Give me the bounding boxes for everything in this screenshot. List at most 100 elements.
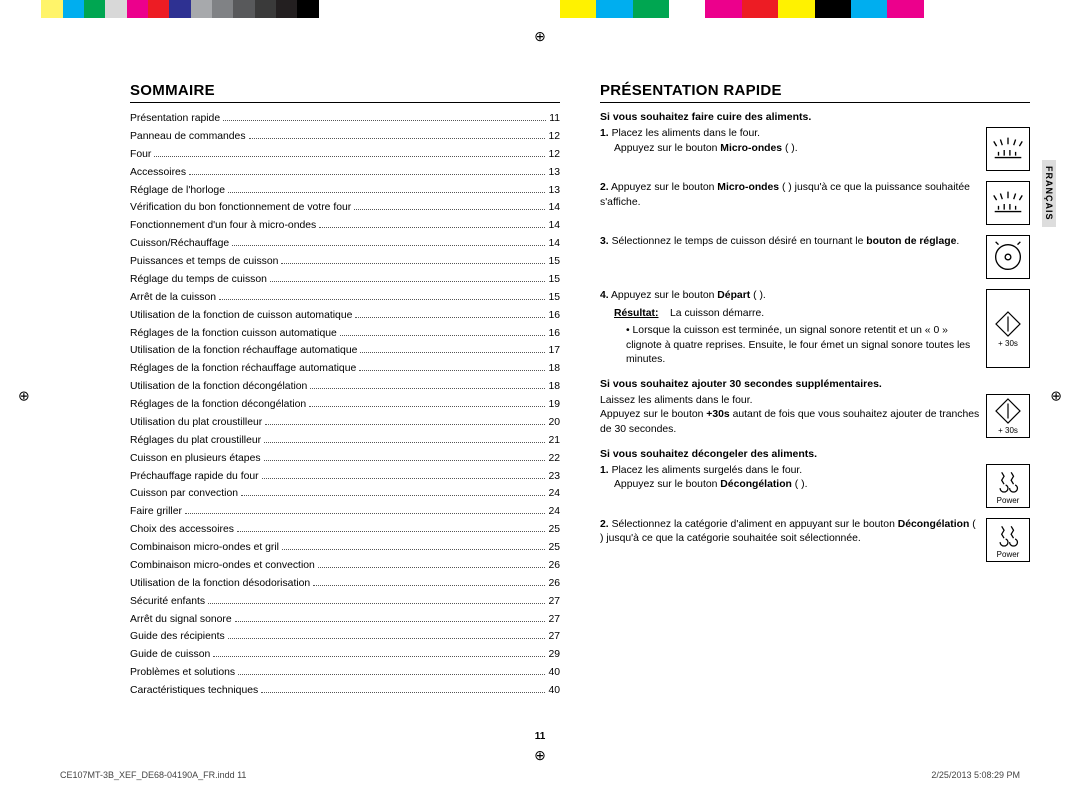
cook-step-4: 4. Appuyez sur le bouton Départ ( ). Rés…: [600, 289, 1030, 368]
color-swatch: [105, 0, 126, 18]
color-swatch: [705, 0, 741, 18]
color-swatch: [887, 0, 923, 18]
toc-label: Réglages du plat croustilleur: [130, 433, 261, 448]
toc-item: Sécurité enfants 27: [130, 594, 560, 609]
toc-leader: [354, 209, 545, 210]
step-text-bold: Décongélation: [898, 519, 970, 530]
toc-label: Cuisson/Réchauffage: [130, 236, 229, 251]
color-swatch: [778, 0, 814, 18]
color-swatch: [633, 0, 669, 18]
cook-step-3: 3. Sélectionnez le temps de cuisson dési…: [600, 235, 1030, 279]
toc-label: Réglage de l'horloge: [130, 183, 225, 198]
cook-step-2: 2. Appuyez sur le bouton Micro-ondes ( )…: [600, 181, 1030, 225]
toc-leader: [264, 442, 545, 443]
page-number: 11: [535, 731, 546, 742]
toc-item: Guide des récipients27: [130, 629, 560, 644]
toc-label: Choix des accessoires: [130, 522, 234, 537]
toc-label: Utilisation de la fonction décongélation: [130, 379, 307, 394]
toc-page: 27: [548, 612, 560, 627]
add30-line1: Laissez les aliments dans le four.: [600, 395, 752, 406]
step-text-pre: Appuyez sur le bouton: [611, 290, 717, 301]
toc-item: Réglage de l'horloge13: [130, 183, 560, 198]
step-text-post: .: [956, 236, 959, 247]
microwave-icon: [986, 127, 1030, 171]
step-text-pre: Sélectionnez la catégorie d'aliment en a…: [612, 519, 898, 530]
toc-item: Four 12: [130, 147, 560, 162]
defrost-icon: Power: [986, 518, 1030, 562]
toc-item: Réglages de la fonction réchauffage auto…: [130, 361, 560, 376]
toc-page: 20: [548, 415, 560, 430]
registration-mark-bottom: ⊕: [534, 747, 546, 764]
step-number: 2.: [600, 519, 609, 530]
toc-label: Vérification du bon fonctionnement de vo…: [130, 200, 351, 215]
toc-item: Choix des accessoires25: [130, 522, 560, 537]
color-swatch: [742, 0, 778, 18]
toc-page: 18: [548, 361, 560, 376]
toc-page: 22: [548, 451, 560, 466]
toc-list: Présentation rapide11Panneau de commande…: [130, 111, 560, 698]
toc-page: 25: [548, 540, 560, 555]
toc-leader: [208, 603, 545, 604]
toc-label: Réglage du temps de cuisson: [130, 272, 267, 287]
page-content: SOMMAIRE Présentation rapide11Panneau de…: [130, 82, 1030, 732]
toc-leader: [232, 245, 545, 246]
toc-item: Présentation rapide11: [130, 111, 560, 126]
right-column: PRÉSENTATION RAPIDE Si vous souhaitez fa…: [600, 82, 1030, 732]
toc-leader: [249, 138, 546, 139]
toc-page: 12: [548, 147, 560, 162]
toc-leader: [355, 317, 545, 318]
toc-label: Utilisation du plat croustilleur: [130, 415, 262, 430]
toc-label: Four: [130, 147, 151, 162]
toc-page: 21: [548, 433, 560, 448]
step-text-bold: Micro-ondes: [720, 143, 782, 154]
step-text-pre: Appuyez sur le bouton: [614, 479, 720, 490]
add30-line2-bold: +30s: [706, 409, 729, 420]
color-swatch: [41, 0, 62, 18]
toc-label: Guide de cuisson: [130, 647, 210, 662]
toc-leader: [309, 406, 545, 407]
toc-item: Combinaison micro-ondes et convection26: [130, 558, 560, 573]
step-text-bold: Décongélation: [720, 479, 792, 490]
color-swatch: [276, 0, 297, 18]
sommaire-heading: SOMMAIRE: [130, 82, 560, 103]
toc-leader: [228, 192, 545, 193]
color-swatch: [212, 0, 233, 18]
step-text-line: Placez les aliments dans le four.: [612, 128, 760, 139]
color-swatch: [924, 0, 960, 18]
start-icon-label: + 30s: [998, 339, 1018, 348]
toc-label: Cuisson en plusieurs étapes: [130, 451, 261, 466]
start-icon-label: + 30s: [998, 426, 1018, 435]
result-bullets: Lorsque la cuisson est terminée, un sign…: [626, 324, 980, 368]
toc-item: Puissances et temps de cuisson15: [130, 254, 560, 269]
toc-leader: [237, 531, 545, 532]
color-swatch: [851, 0, 887, 18]
toc-label: Arrêt du signal sonore: [130, 612, 232, 627]
toc-label: Réglages de la fonction décongélation: [130, 397, 306, 412]
toc-label: Combinaison micro-ondes et gril: [130, 540, 279, 555]
toc-page: 24: [548, 486, 560, 501]
toc-page: 40: [548, 683, 560, 698]
color-swatch: [20, 0, 41, 18]
toc-label: Sécurité enfants: [130, 594, 205, 609]
toc-label: Combinaison micro-ondes et convection: [130, 558, 315, 573]
toc-item: Utilisation de la fonction désodorisatio…: [130, 576, 560, 591]
toc-page: 11: [549, 111, 560, 126]
toc-leader: [281, 263, 545, 264]
toc-page: 23: [548, 469, 560, 484]
add30-heading: Si vous souhaitez ajouter 30 secondes su…: [600, 378, 1030, 390]
toc-page: 27: [548, 594, 560, 609]
cook-step-1: 1. Placez les aliments dans le four. App…: [600, 127, 1030, 171]
toc-leader: [185, 513, 545, 514]
defrost-icon-label: Power: [997, 550, 1020, 559]
toc-page: 16: [548, 326, 560, 341]
toc-leader: [235, 621, 546, 622]
toc-leader: [154, 156, 545, 157]
color-swatch: [63, 0, 84, 18]
toc-label: Utilisation de la fonction réchauffage a…: [130, 343, 357, 358]
color-swatch: [669, 0, 705, 18]
defrost-heading: Si vous souhaitez décongeler des aliment…: [600, 448, 1030, 460]
toc-page: 26: [548, 576, 560, 591]
toc-leader: [313, 585, 545, 586]
toc-page: 12: [548, 129, 560, 144]
left-column: SOMMAIRE Présentation rapide11Panneau de…: [130, 82, 560, 732]
